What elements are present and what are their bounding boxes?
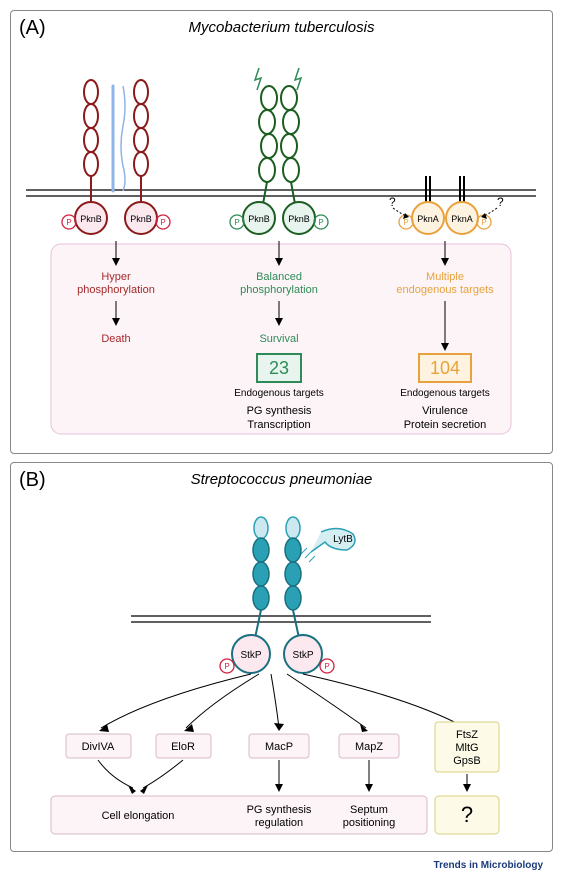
target-ftsz: FtsZ — [456, 729, 478, 741]
svg-text:P: P — [481, 218, 486, 227]
stkp-label: StkP — [240, 650, 261, 661]
outcome-septum-1: Septum — [350, 804, 388, 816]
panel-b-label: (B) — [19, 469, 46, 492]
pknb-red-right: PknB P — [125, 80, 170, 234]
pkna-dimer: PknA PknA P P ? ? — [389, 176, 504, 234]
panel-a-diagram: PknB P PknB P Hyper phosphorylation Deat… — [11, 36, 552, 446]
svg-text:P: P — [160, 218, 165, 227]
svg-text:phosphorylation: phosphorylation — [77, 284, 155, 296]
svg-text:Endogenous targets: Endogenous targets — [234, 388, 324, 399]
svg-text:P: P — [324, 662, 329, 671]
svg-text:PknA: PknA — [451, 214, 473, 224]
target-macp: MacP — [265, 741, 293, 753]
svg-text:StkP: StkP — [292, 650, 313, 661]
svg-text:PknB: PknB — [248, 214, 270, 224]
svg-text:Endogenous targets: Endogenous targets — [400, 388, 490, 399]
footer-credit: Trends in Microbiology — [10, 860, 553, 871]
target-diviva: DivIVA — [82, 741, 115, 753]
svg-text:Hyper: Hyper — [101, 271, 131, 283]
target-elor: EloR — [171, 741, 195, 753]
svg-text:Protein secretion: Protein secretion — [404, 419, 487, 431]
outcome-unknown: ? — [461, 802, 473, 827]
lytb-icon: LytB — [301, 528, 355, 562]
panel-a-title: Mycobacterium tuberculosis — [11, 11, 552, 36]
pknb-label: PknB — [80, 214, 102, 224]
panel-a-label: (A) — [19, 17, 46, 40]
svg-text:?: ? — [389, 195, 396, 209]
target-gpsb: GpsB — [453, 755, 481, 767]
svg-text:P: P — [403, 218, 408, 227]
svg-text:endogenous targets: endogenous targets — [396, 284, 494, 296]
svg-text:Transcription: Transcription — [247, 419, 310, 431]
target-mapz: MapZ — [355, 741, 383, 753]
panel-b-diagram: LytB StkP StkP P P — [11, 488, 552, 844]
svg-text:Death: Death — [101, 333, 130, 345]
svg-text:P: P — [234, 218, 239, 227]
svg-text:P: P — [66, 218, 71, 227]
svg-text:Virulence: Virulence — [422, 405, 468, 417]
outcome-pg-reg-2: regulation — [255, 817, 303, 829]
svg-text:Survival: Survival — [259, 333, 298, 345]
panel-b: (B) Streptococcus pneumoniae LytB — [10, 462, 553, 852]
outcome-cell-elong: Cell elongation — [102, 810, 175, 822]
pkna-label: PknA — [417, 214, 439, 224]
pknb-red-left: PknB P — [62, 80, 107, 234]
svg-text:PknB: PknB — [130, 214, 152, 224]
svg-text:phosphorylation: phosphorylation — [240, 284, 318, 296]
pknb-green-dimer: PknB PknB P P — [230, 68, 328, 234]
target-mltg: MltG — [455, 742, 478, 754]
outcome-pg-reg-1: PG synthesis — [247, 804, 312, 816]
svg-text:PknB: PknB — [288, 214, 310, 224]
svg-text:23: 23 — [269, 358, 289, 378]
svg-text:P: P — [318, 218, 323, 227]
panel-b-title: Streptococcus pneumoniae — [11, 463, 552, 488]
svg-text:PG synthesis: PG synthesis — [247, 405, 312, 417]
svg-text:Balanced: Balanced — [256, 271, 302, 283]
panel-a: (A) Mycobacterium tuberculosis PknB P — [10, 10, 553, 454]
svg-text:Multiple: Multiple — [426, 271, 464, 283]
svg-text:LytB: LytB — [333, 534, 353, 545]
outcome-septum-2: positioning — [343, 817, 396, 829]
svg-text:P: P — [224, 662, 229, 671]
svg-text:?: ? — [497, 195, 504, 209]
svg-text:104: 104 — [430, 358, 460, 378]
